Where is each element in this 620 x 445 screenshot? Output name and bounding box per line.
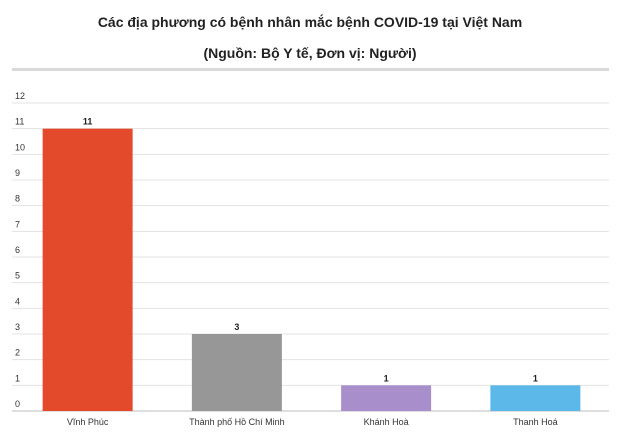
x-axis-labels: Vĩnh Phúc Thành phố Hồ Chí Minh Khánh Hoà T… — [67, 417, 558, 427]
data-label: 1 — [533, 373, 538, 383]
bar — [490, 385, 580, 411]
data-label: 1 — [384, 373, 389, 383]
y-tick-label: 8 — [15, 194, 20, 204]
bars — [43, 129, 581, 411]
y-tick-label: 11 — [15, 117, 24, 127]
y-tick-label: 1 — [15, 373, 20, 383]
x-category-label: Thanh Hoá — [513, 417, 558, 427]
data-label: 11 — [83, 117, 93, 127]
x-category-label: Khánh Hoà — [364, 417, 409, 427]
y-tick-label: 0 — [15, 399, 20, 409]
bar — [341, 385, 431, 411]
bar — [43, 129, 133, 411]
data-label: 3 — [234, 322, 239, 332]
y-tick-label: 10 — [15, 142, 25, 152]
y-tick-label: 9 — [15, 168, 20, 178]
y-tick-label: 6 — [15, 245, 20, 255]
y-tick-label: 4 — [15, 296, 20, 306]
y-tick-label: 7 — [15, 219, 20, 229]
x-category-label: Vĩnh Phúc — [67, 417, 109, 427]
y-tick-label: 12 — [15, 91, 25, 101]
x-category-label: Thành phố Hồ Chí Minh — [189, 417, 285, 427]
y-tick-label: 5 — [15, 271, 20, 281]
y-tick-label: 2 — [15, 348, 20, 358]
bar — [192, 334, 282, 411]
y-tick-label: 3 — [15, 322, 20, 332]
